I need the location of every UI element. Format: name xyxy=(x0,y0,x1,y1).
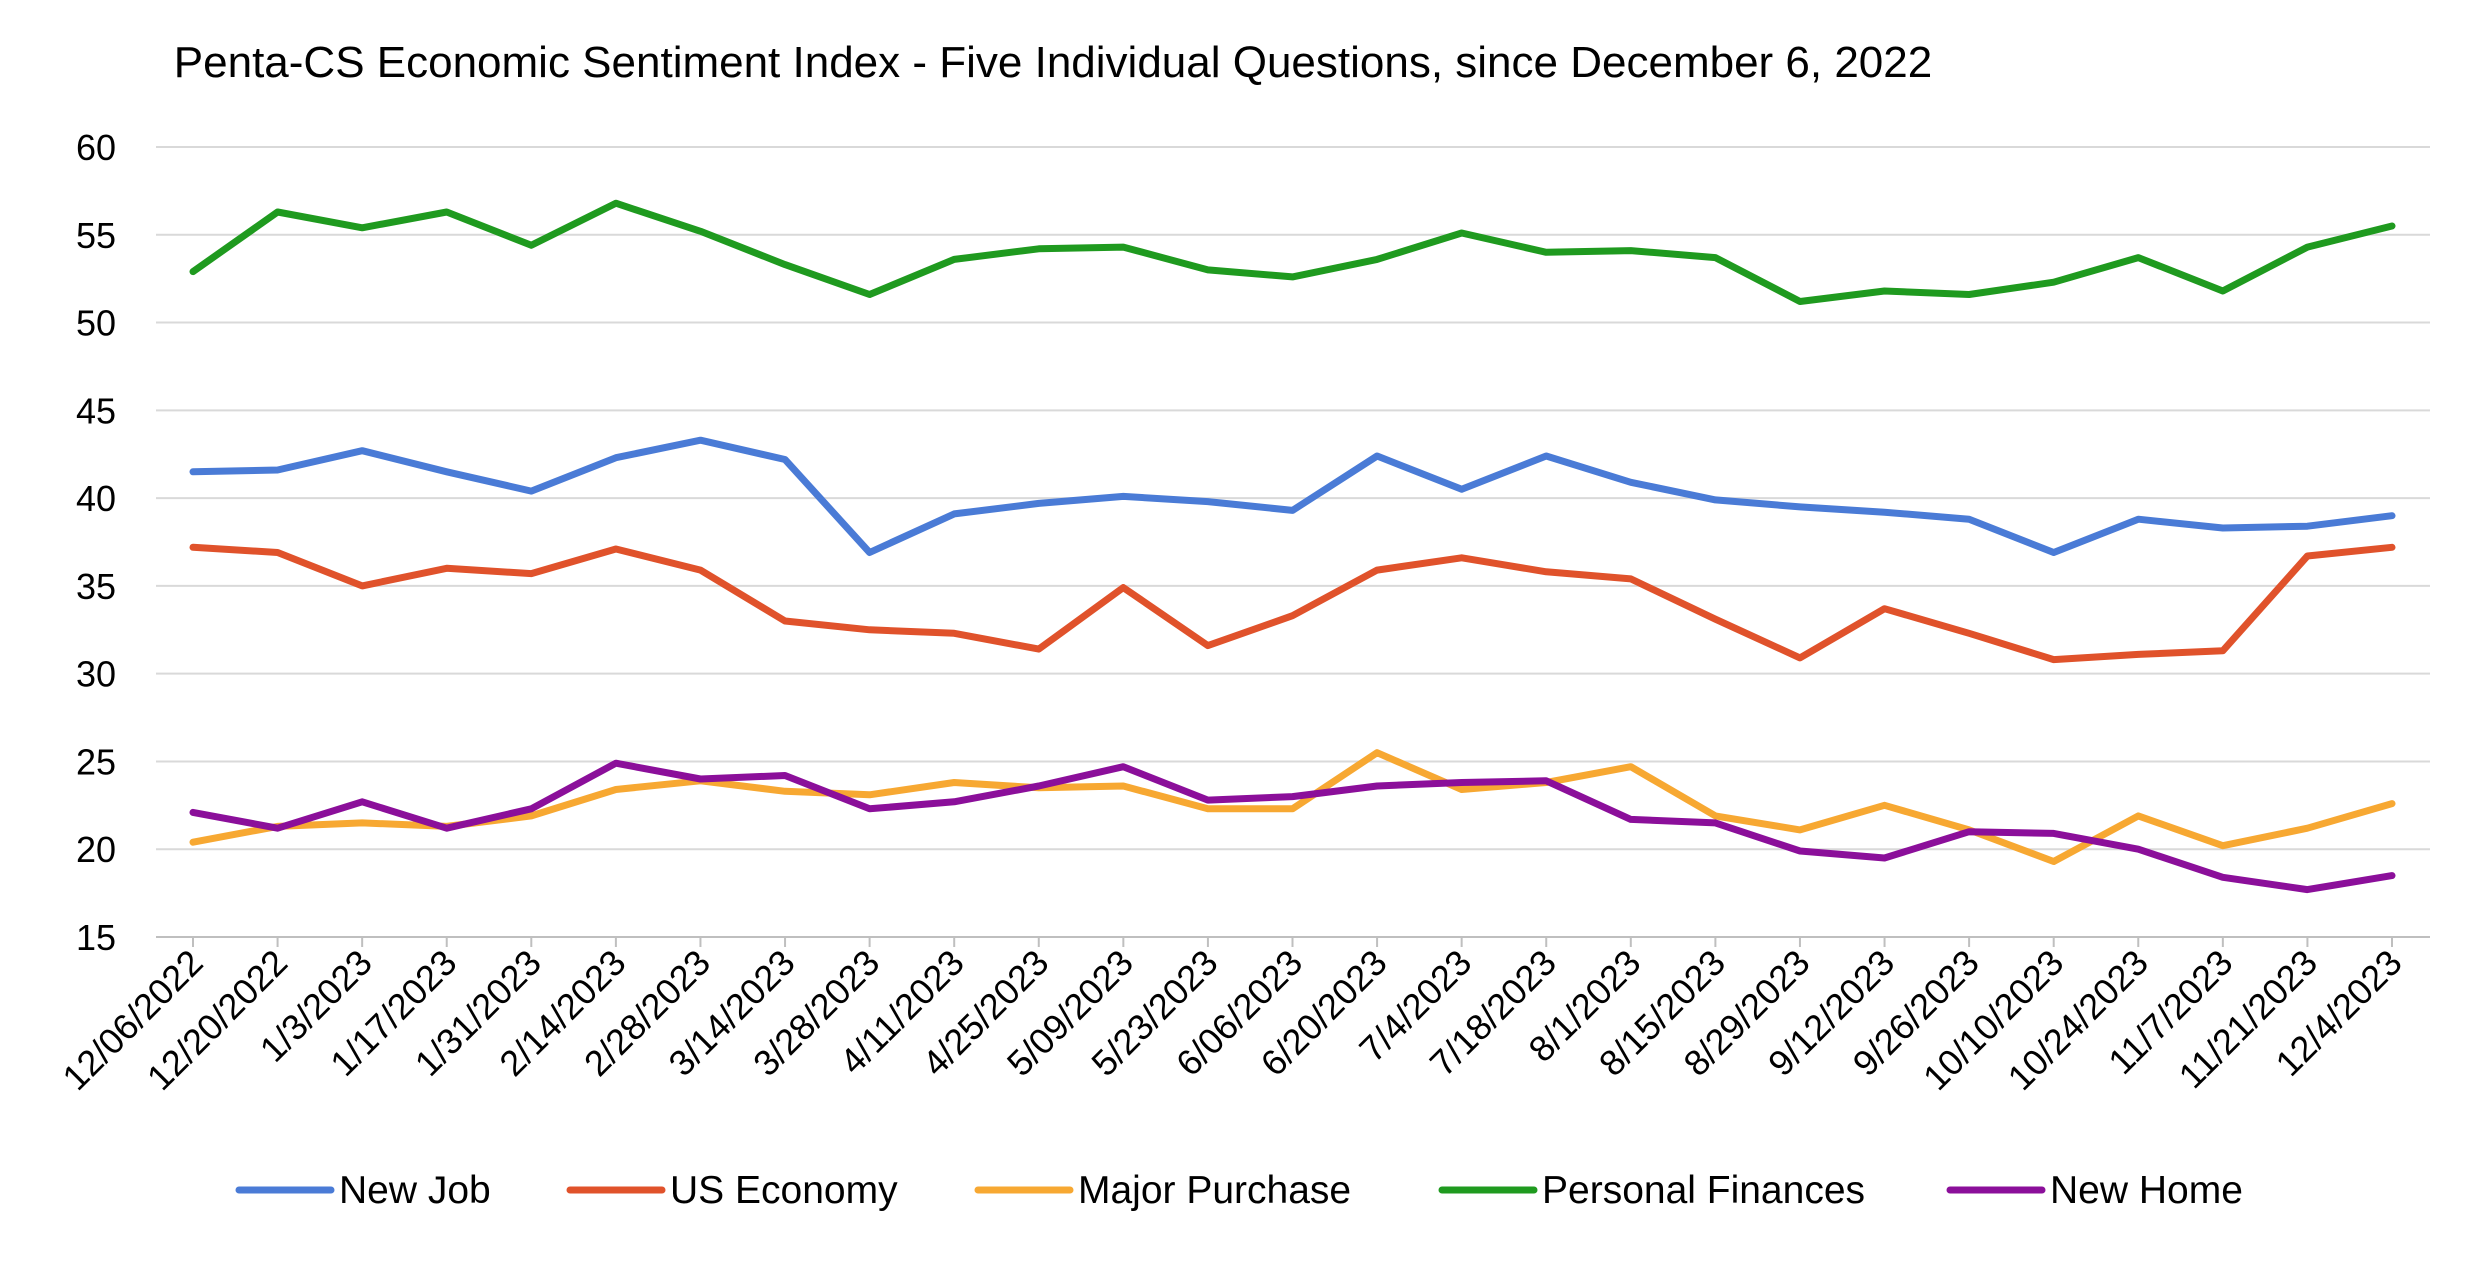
y-tick-label: 35 xyxy=(76,566,116,607)
y-tick-label: 20 xyxy=(76,829,116,870)
y-tick-label: 40 xyxy=(76,478,116,519)
y-axis-ticks: 15 20 25 30 35 40 45 50 55 60 xyxy=(76,127,116,958)
y-tick-label: 45 xyxy=(76,390,116,431)
legend-label-new-home: New Home xyxy=(2050,1169,2243,1212)
legend-label-personal-finances: Personal Finances xyxy=(1542,1169,1865,1212)
chart-title: Penta-CS Economic Sentiment Index - Five… xyxy=(174,38,1932,87)
y-tick-label: 50 xyxy=(76,303,116,344)
series-line-major-purchase xyxy=(189,749,2396,865)
y-tick-label: 60 xyxy=(76,127,116,168)
legend-label-us-economy: US Economy xyxy=(670,1169,898,1212)
series-line-new-home xyxy=(189,759,2396,894)
y-tick-label: 55 xyxy=(76,215,116,256)
series-line-personal-finances xyxy=(189,199,2396,305)
series-line-new-job xyxy=(189,436,2396,556)
y-tick-label: 25 xyxy=(76,741,116,782)
legend-label-major-purchase: Major Purchase xyxy=(1078,1169,1351,1212)
gridlines xyxy=(156,146,2430,938)
legend-label-new-job: New Job xyxy=(339,1169,491,1212)
legend: New Job US Economy Major Purchase Personal … xyxy=(235,1169,2243,1212)
series-line-us-economy xyxy=(189,543,2396,664)
x-axis-ticks: 12/06/202212/20/20221/3/20231/17/20231/3… xyxy=(54,937,2410,1098)
series-lines xyxy=(189,199,2396,894)
y-tick-label: 15 xyxy=(76,917,116,958)
y-tick-label: 30 xyxy=(76,654,116,695)
